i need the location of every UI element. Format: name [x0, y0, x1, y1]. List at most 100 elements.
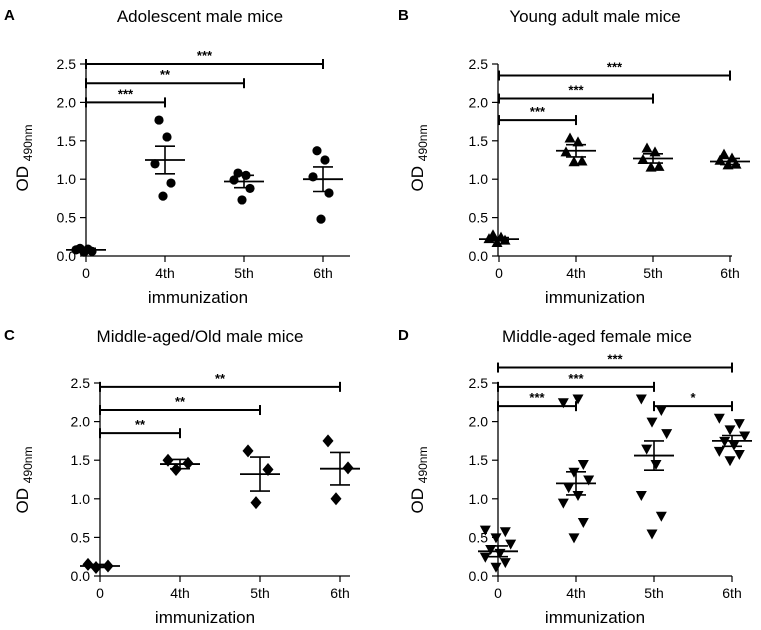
data-point: [499, 558, 511, 569]
panel-letter: A: [4, 7, 15, 24]
data-point: [641, 142, 653, 153]
data-point: [505, 539, 517, 550]
data-point: [154, 115, 164, 125]
x-tick-label: 6th: [720, 265, 739, 281]
data-point: [485, 544, 497, 555]
panel-d: D Middle-aged female mice 0.0 0.5 1.0 1.5 2.0 2…: [398, 327, 752, 627]
data-point: [739, 431, 751, 442]
panel-title: Middle-aged/Old male mice: [97, 327, 304, 346]
data-point: [563, 483, 575, 494]
y-tick-label: 2.0: [469, 94, 489, 110]
data-point: [233, 168, 243, 178]
y-axis-label-sub: 490nm: [416, 447, 430, 484]
data-point: [499, 527, 511, 538]
y-tick-label: 0.5: [71, 529, 91, 545]
y-tick-label: 0.0: [57, 248, 77, 264]
y-axis-label-main: OD: [408, 161, 427, 191]
data-point: [713, 413, 725, 424]
y-axis-label: OD 490nm: [13, 125, 35, 192]
y-tick-label: 0.5: [469, 210, 489, 226]
data-point: [479, 525, 491, 536]
y-tick-label: 1.0: [469, 171, 489, 187]
data-point: [724, 425, 736, 436]
panel-a: A Adolescent male mice 0.0 0.5 1.0 1.5 2.0 2.5 0…: [4, 7, 350, 307]
data-point: [557, 498, 569, 509]
x-tick-label: 5th: [643, 265, 662, 281]
x-axis-label: immunization: [148, 288, 248, 307]
y-axis-label-main: OD: [13, 161, 32, 191]
x-axis-label: immunization: [545, 608, 645, 627]
data-point: [577, 517, 589, 528]
x-tick-label: 6th: [330, 585, 349, 601]
data-point: [242, 444, 254, 458]
x-tick-label: 6th: [722, 585, 741, 601]
y-tick-label: 1.5: [71, 452, 91, 468]
panel-c: C Middle-aged/Old male mice 0.0 0.5 1.0 1.5 2.…: [4, 327, 360, 627]
y-tick-label: 1.5: [469, 452, 489, 468]
y-tick-label: 2.5: [469, 375, 489, 391]
panel-title: Young adult male mice: [509, 7, 680, 26]
data-point: [733, 450, 745, 461]
y-tick-label: 1.5: [57, 133, 77, 149]
y-tick-label: 0.5: [57, 210, 77, 226]
data-point: [646, 417, 658, 428]
y-tick-label: 2.5: [71, 375, 91, 391]
data-point: [568, 156, 580, 167]
y-tick-label: 0.0: [71, 568, 91, 584]
significance-label: ***: [197, 48, 213, 63]
panel-title: Adolescent male mice: [117, 7, 283, 26]
significance-label: **: [160, 67, 171, 82]
y-tick-label: 0.0: [469, 568, 489, 584]
x-axis-label: immunization: [545, 288, 645, 307]
data-point: [568, 533, 580, 544]
data-point: [487, 229, 499, 240]
y-tick-label: 1.5: [469, 133, 489, 149]
significance-label: *: [690, 390, 696, 405]
data-point: [724, 456, 736, 467]
data-point: [262, 462, 274, 476]
data-point: [572, 136, 584, 147]
data-point: [568, 467, 580, 478]
x-tick-label: 0: [82, 265, 90, 281]
significance-label: **: [215, 371, 226, 386]
data-point: [308, 172, 318, 182]
significance-label: ***: [530, 104, 546, 119]
x-tick-label: 4th: [566, 265, 585, 281]
data-point: [490, 562, 502, 573]
data-point: [646, 529, 658, 540]
y-tick-label: 1.0: [469, 491, 489, 507]
data-point: [635, 490, 647, 501]
data-point: [564, 132, 576, 143]
x-tick-label: 0: [494, 585, 502, 601]
panel-letter: B: [398, 7, 409, 24]
data-point: [557, 398, 569, 409]
x-tick-label: 6th: [313, 265, 332, 281]
y-axis-label-sub: 490nm: [416, 125, 430, 162]
x-tick-label: 5th: [234, 265, 253, 281]
data-point: [713, 446, 725, 457]
significance-label: ***: [568, 83, 584, 98]
data-point: [661, 429, 673, 440]
data-point: [650, 460, 662, 471]
panel-letter: C: [4, 327, 15, 344]
data-point: [250, 496, 262, 510]
data-point: [733, 419, 745, 430]
x-tick-label: 0: [495, 265, 503, 281]
data-point: [162, 132, 172, 142]
data-point: [324, 188, 334, 198]
x-tick-label: 5th: [250, 585, 269, 601]
significance-label: **: [175, 394, 186, 409]
x-tick-label: 5th: [644, 585, 663, 601]
y-tick-label: 2.5: [57, 56, 77, 72]
y-axis-label-sub: 490nm: [21, 447, 35, 484]
y-axis-label: OD 490nm: [13, 447, 35, 514]
y-axis-label-main: OD: [408, 483, 427, 513]
y-axis-label-main: OD: [13, 483, 32, 513]
data-point: [166, 178, 176, 188]
significance-label: ***: [607, 352, 623, 367]
y-tick-label: 2.0: [469, 414, 489, 430]
x-axis-label: immunization: [155, 608, 255, 627]
data-point: [322, 434, 334, 448]
x-tick-label: 0: [96, 585, 104, 601]
